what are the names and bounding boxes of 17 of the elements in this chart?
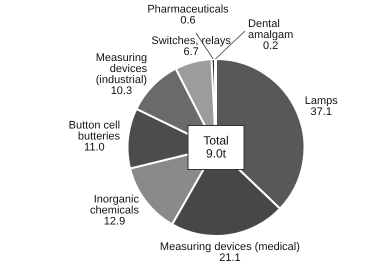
slice-label: Pharmaceuticals [147, 4, 230, 16]
data-label: 12.9 [104, 215, 126, 228]
slice-label: Measuring devices (medical) [160, 240, 300, 253]
data-label: 37.1 [310, 106, 332, 118]
slice-label: Inorganic chemicals [90, 193, 140, 216]
slice-label: Switches, relays [151, 35, 232, 48]
text: Total 9.0t [203, 133, 229, 160]
data-label: 6.7 [183, 46, 199, 58]
data-label: 11.0 [84, 142, 105, 154]
slice-label: Measuring devices (industrial) [96, 52, 148, 86]
slice-label: Lamps [304, 94, 338, 107]
data-label: 21.1 [219, 252, 241, 264]
data-label: 10.3 [110, 84, 132, 97]
slice-label: Dental amalgam [248, 18, 294, 42]
slice-label: Button cell butteries [68, 120, 121, 143]
data-label: 0.6 [180, 14, 196, 27]
data-label: 0.2 [262, 40, 278, 52]
